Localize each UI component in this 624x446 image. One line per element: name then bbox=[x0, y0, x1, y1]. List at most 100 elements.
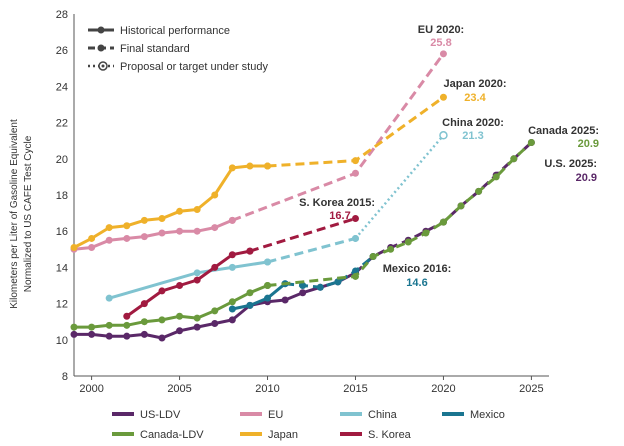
data-point bbox=[88, 323, 96, 331]
data-point bbox=[316, 283, 324, 291]
series-china-dashed-line bbox=[267, 236, 356, 264]
data-point bbox=[140, 318, 148, 326]
y-tick-label: 26 bbox=[56, 45, 68, 57]
legend-item-us-ldv: US-LDV bbox=[112, 409, 181, 421]
x-tick-label: 2005 bbox=[167, 383, 191, 395]
series-us-ldv-solid-line bbox=[74, 271, 357, 340]
key-label: Historical performance bbox=[120, 25, 230, 37]
series-japan-dashed-line bbox=[267, 96, 445, 168]
annotation-mexico-value: 14.6 bbox=[406, 277, 427, 289]
data-point bbox=[123, 222, 131, 230]
series-canada-ldv bbox=[70, 139, 535, 331]
data-point bbox=[88, 234, 96, 242]
y-tick-label: 10 bbox=[56, 335, 68, 347]
y-tick-label: 22 bbox=[56, 118, 68, 130]
legend-item-mexico: Mexico bbox=[442, 409, 505, 421]
y-tick-label: 8 bbox=[62, 371, 68, 383]
annotation-canada-value: 20.9 bbox=[578, 138, 599, 150]
legend-label: EU bbox=[268, 409, 283, 421]
legend-item-canada-ldv: Canada-LDV bbox=[112, 429, 204, 441]
data-point bbox=[140, 300, 148, 308]
data-point bbox=[88, 330, 96, 338]
data-point bbox=[228, 216, 236, 224]
data-point bbox=[105, 224, 113, 232]
data-point bbox=[193, 227, 201, 235]
annotations: EU 2020: 25.8 Japan 2020: 23.4 China 202… bbox=[299, 24, 599, 289]
y-axis-label-line1: Kilometers per Liter of Gasoline Equival… bbox=[9, 119, 20, 309]
annotation-korea-value: 16.7 bbox=[329, 210, 350, 222]
annotation-korea-name: S. Korea 2015: bbox=[299, 197, 375, 209]
y-tick-label: 12 bbox=[56, 299, 68, 311]
data-point bbox=[140, 216, 148, 224]
data-point bbox=[246, 162, 254, 170]
data-point bbox=[422, 229, 430, 237]
series-japan-solid-line bbox=[73, 164, 268, 249]
data-point bbox=[193, 314, 201, 322]
data-point bbox=[228, 263, 236, 271]
data-point bbox=[70, 243, 78, 251]
data-point bbox=[475, 187, 483, 195]
data-point bbox=[70, 330, 78, 338]
data-point bbox=[158, 215, 166, 223]
data-point bbox=[439, 131, 448, 140]
annotation-china-value: 21.3 bbox=[462, 130, 483, 142]
data-point bbox=[88, 243, 96, 251]
y-tick-label: 14 bbox=[56, 262, 68, 274]
data-point bbox=[123, 312, 131, 320]
series-japan bbox=[70, 93, 447, 251]
data-point bbox=[105, 294, 113, 302]
series-s-korea-dashed-line bbox=[249, 217, 356, 253]
series-s-korea-solid-line bbox=[125, 249, 251, 318]
data-point bbox=[140, 330, 148, 338]
annotation-us-name: U.S. 2025: bbox=[544, 158, 597, 170]
legend-label: S. Korea bbox=[368, 429, 412, 441]
data-point bbox=[492, 173, 500, 181]
y-tick-label: 20 bbox=[56, 154, 68, 166]
data-point bbox=[281, 296, 289, 304]
data-point bbox=[123, 234, 131, 242]
annotation-mexico-name: Mexico 2016: bbox=[383, 263, 451, 275]
key-label: Proposal or target under study bbox=[120, 61, 268, 73]
key-marker bbox=[97, 44, 105, 52]
data-point bbox=[176, 207, 184, 215]
series-us-ldv bbox=[70, 139, 535, 342]
data-point bbox=[211, 320, 219, 328]
annotation-japan-name: Japan 2020: bbox=[444, 78, 507, 90]
series-eu-dashed-line bbox=[231, 52, 445, 222]
data-point bbox=[176, 312, 184, 320]
annotation-eu-name: EU 2020: bbox=[418, 24, 464, 36]
legend-item-eu: EU bbox=[240, 409, 283, 421]
data-point bbox=[299, 289, 307, 297]
annotation-china-name: China 2020: bbox=[442, 117, 504, 129]
series-mexico-solid-line bbox=[231, 282, 287, 311]
data-point bbox=[211, 191, 219, 199]
y-tick-label: 18 bbox=[56, 190, 68, 202]
series-eu-solid-line bbox=[73, 218, 233, 251]
data-point bbox=[387, 245, 395, 253]
y-axis-label-line2: Normalized to US CAFE Test Cycle bbox=[23, 135, 34, 292]
data-point bbox=[228, 316, 236, 324]
legend-item-japan: Japan bbox=[240, 429, 298, 441]
x-axis-ticks: 2000 2005 2010 2015 2020 2025 bbox=[79, 376, 544, 395]
data-point bbox=[105, 332, 113, 340]
data-point bbox=[211, 307, 219, 315]
data-point bbox=[246, 301, 254, 309]
data-point bbox=[228, 251, 236, 259]
data-point bbox=[527, 139, 535, 147]
data-point bbox=[510, 155, 518, 163]
data-point bbox=[351, 169, 359, 177]
x-tick-label: 2015 bbox=[343, 383, 367, 395]
legend-label: Japan bbox=[268, 429, 298, 441]
data-point bbox=[351, 272, 359, 280]
data-point bbox=[123, 321, 131, 329]
annotation-us-value: 20.9 bbox=[576, 172, 597, 184]
y-axis-ticks: 8 10 12 14 16 18 20 22 24 26 28 bbox=[56, 9, 68, 383]
data-point bbox=[439, 50, 447, 58]
legend-item-china: China bbox=[340, 409, 398, 421]
data-point bbox=[158, 287, 166, 295]
series-canada-ldv-dashed-line bbox=[267, 141, 533, 287]
data-point bbox=[228, 164, 236, 172]
data-point bbox=[176, 227, 184, 235]
data-point bbox=[404, 238, 412, 246]
